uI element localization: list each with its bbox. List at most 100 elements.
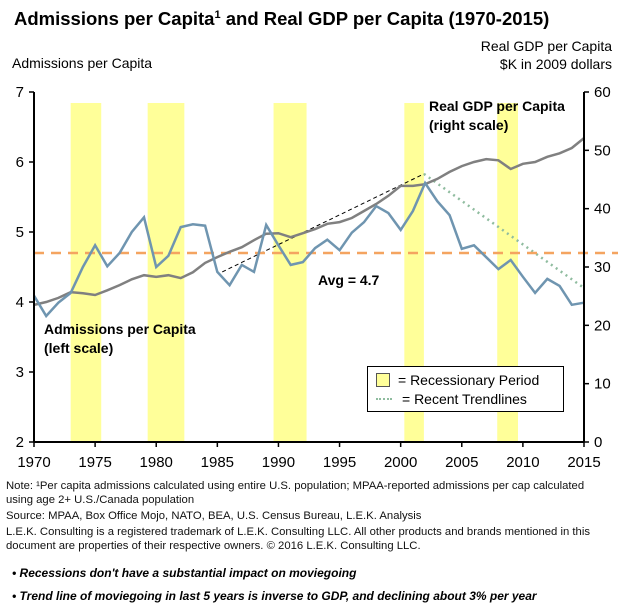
right-tick-label: 60	[594, 84, 611, 101]
title-footnote-marker: 1	[214, 8, 221, 21]
takeaway-bullet: • Trend line of moviegoing in last 5 yea…	[12, 589, 537, 603]
admissions-data-point	[485, 256, 487, 258]
gdp-data-point	[192, 271, 194, 273]
gdp-data-point	[412, 185, 414, 187]
source-text: Source: MPAA, Box Office Mojo, NATO, BEA…	[6, 510, 422, 522]
gdp-data-point	[289, 236, 291, 238]
gdp-data-point	[546, 156, 548, 158]
axes: 2 3 4 5 6 7 0 10 20 30 40 50 60 1970 1975 1980 1985 1990 1…	[16, 84, 611, 471]
admissions-data-point	[436, 200, 438, 202]
admissions-data-point	[351, 232, 353, 234]
admissions-data-point	[546, 278, 548, 280]
gdp-data-point	[228, 251, 230, 253]
trendlines	[222, 172, 585, 290]
admissions-data-point	[338, 249, 340, 251]
gdp-data-point	[448, 171, 450, 173]
right-tick-label: 30	[594, 259, 611, 276]
left-tick-label: 7	[16, 84, 24, 101]
takeaway-bullet: • Recessions don't have a substantial im…	[12, 566, 357, 580]
recession-band	[147, 103, 185, 442]
gdp-data-point	[534, 161, 536, 163]
admissions-data-point	[558, 285, 560, 287]
right-axis-label: Real GDP per Capita $K in 2009 dollars	[481, 37, 612, 73]
legend: = Recessionary Period = Recent Trendline…	[367, 366, 564, 412]
admissions-series-line	[32, 180, 585, 319]
admissions-data-point	[204, 225, 206, 227]
admissions-data-point	[314, 247, 316, 249]
admissions-data-point	[399, 229, 401, 231]
gdp-data-point	[497, 159, 499, 161]
gdp-data-point	[143, 274, 145, 276]
gdp-data-point	[118, 284, 120, 286]
gdp-data-point	[253, 239, 255, 241]
dotted-line-icon	[376, 398, 392, 400]
admissions-data-point	[131, 231, 133, 233]
gdp-data-point	[179, 277, 181, 279]
admissions-data-point	[106, 265, 108, 267]
admissions-data-point	[522, 276, 524, 278]
admissions-data-point	[45, 315, 47, 317]
x-tick-label: 1975	[78, 454, 111, 471]
gdp-data-point	[302, 232, 304, 234]
recent-trendline	[423, 172, 585, 290]
legend-item-recession: = Recessionary Period	[376, 372, 539, 388]
admissions-data-point	[167, 255, 169, 257]
gdp-data-point	[509, 168, 511, 170]
admissions-data-point	[265, 224, 267, 226]
x-tick-label: 1995	[323, 454, 356, 471]
gdp-data-point	[204, 262, 206, 264]
x-tick-label: 2015	[567, 454, 600, 471]
gdp-data-point	[399, 185, 401, 187]
legend-recession-label: = Recessionary Period	[398, 372, 540, 388]
gdp-data-point	[473, 161, 475, 163]
admissions-data-point	[277, 244, 279, 246]
right-tick-label: 50	[594, 142, 611, 159]
title-main: Admissions per Capita	[14, 8, 215, 29]
key-takeaways: • Recessions don't have a substantial im…	[12, 566, 537, 612]
gdp-data-point	[436, 178, 438, 180]
admissions-data-point	[375, 205, 377, 207]
recession-band	[273, 103, 307, 442]
x-tick-label: 1980	[140, 454, 173, 471]
left-tick-label: 4	[16, 294, 24, 311]
legend-trendline-label: = Recent Trendlines	[402, 391, 527, 407]
gdp-data-point	[69, 291, 71, 293]
right-tick-label: 40	[594, 201, 611, 218]
x-tick-label: 2005	[445, 454, 478, 471]
x-tick-label: 2000	[384, 454, 417, 471]
gdp-data-point	[375, 203, 377, 205]
right-tick-label: 0	[594, 434, 602, 451]
gdp-annotation-line2: (right scale)	[429, 117, 508, 133]
earlier-trendline	[222, 173, 425, 273]
admissions-data-point	[326, 239, 328, 241]
admissions-data-point	[289, 264, 291, 266]
admissions-data-point	[118, 252, 120, 254]
admissions-data-point	[448, 214, 450, 216]
admissions-data-point	[216, 271, 218, 273]
footnotes: Note: ¹Per capita admissions calculated …	[6, 479, 612, 555]
chart-title: Admissions per Capita1 and Real GDP per …	[14, 8, 549, 30]
admissions-data-point	[192, 223, 194, 225]
left-tick-label: 2	[16, 434, 24, 451]
admissions-data-point	[387, 212, 389, 214]
admissions-data-point	[302, 261, 304, 263]
gdp-data-point	[338, 221, 340, 223]
x-tick-label: 1985	[201, 454, 234, 471]
gdp-data-point	[314, 228, 316, 230]
admissions-data-point	[509, 259, 511, 261]
right-tick-label: 20	[594, 317, 611, 334]
admissions-data-point	[412, 210, 414, 212]
chart-canvas: 2 3 4 5 6 7 0 10 20 30 40 50 60 1970 1975 1980 1985 1990 1…	[16, 84, 618, 471]
admissions-data-point	[228, 284, 230, 286]
note-text: Note: ¹Per capita admissions calculated …	[6, 480, 585, 506]
average-annotation: Avg = 4.7	[318, 272, 380, 288]
title-rest: and Real GDP per Capita (1970-2015)	[220, 8, 550, 29]
gdp-data-point	[387, 195, 389, 197]
recession-band	[497, 103, 518, 442]
trademark-text: L.E.K. Consulting is a registered tradem…	[6, 526, 590, 552]
admissions-data-point	[57, 302, 59, 304]
gdp-data-point	[241, 246, 243, 248]
x-tick-label: 1990	[262, 454, 295, 471]
recession-bands	[70, 103, 518, 442]
admissions-data-point	[571, 304, 573, 306]
